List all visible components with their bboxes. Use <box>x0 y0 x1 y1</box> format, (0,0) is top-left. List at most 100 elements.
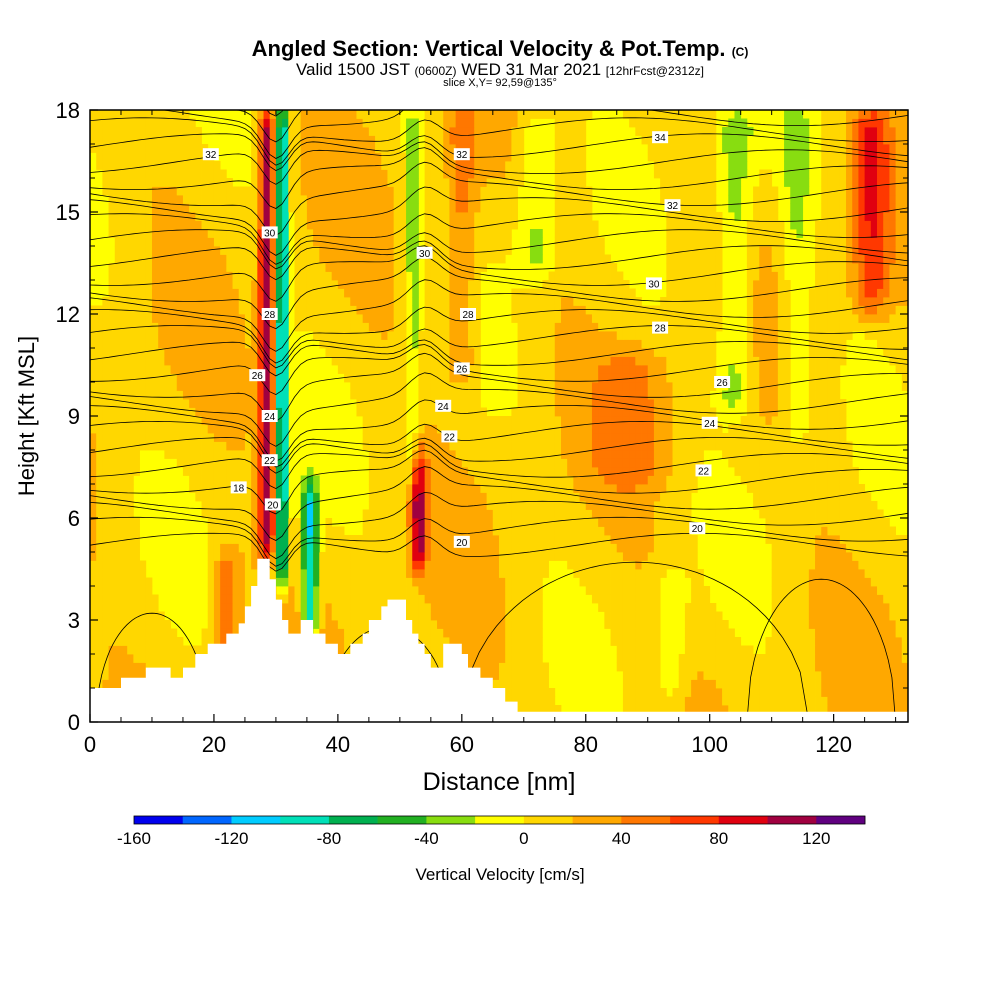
velocity-cell <box>368 407 376 417</box>
velocity-cell <box>517 671 525 680</box>
velocity-cell <box>666 552 673 561</box>
velocity-cell <box>399 552 407 561</box>
velocity-cell <box>207 569 215 578</box>
velocity-cell <box>877 679 884 689</box>
velocity-cell <box>257 509 264 519</box>
velocity-cell <box>641 399 649 408</box>
velocity-cell <box>579 475 587 485</box>
velocity-cell <box>554 492 562 502</box>
velocity-cell <box>548 705 556 714</box>
velocity-cell <box>468 458 475 468</box>
velocity-cell <box>238 577 246 587</box>
velocity-cell <box>858 526 866 536</box>
velocity-cell <box>238 501 246 510</box>
velocity-cell <box>257 535 264 544</box>
velocity-cell <box>678 390 686 400</box>
velocity-cell <box>529 322 537 332</box>
velocity-cell <box>381 577 388 587</box>
velocity-cell <box>511 611 518 621</box>
velocity-cell <box>635 654 642 663</box>
velocity-cell <box>746 382 754 391</box>
velocity-cell <box>139 399 147 408</box>
velocity-cell <box>579 560 587 570</box>
velocity-cell <box>858 671 866 680</box>
velocity-cell <box>468 322 475 332</box>
velocity-cell <box>759 705 766 714</box>
velocity-cell <box>684 433 692 442</box>
velocity-cell <box>598 543 605 553</box>
velocity-cell <box>629 679 636 689</box>
velocity-cell <box>505 458 512 468</box>
velocity-cell <box>765 492 773 502</box>
velocity-cell <box>257 356 264 366</box>
velocity-cell <box>604 620 611 629</box>
velocity-cell <box>846 705 853 714</box>
velocity-cell <box>895 535 903 544</box>
velocity-cell <box>275 577 283 587</box>
velocity-cell <box>424 424 432 434</box>
velocity-cell <box>815 688 822 697</box>
velocity-cell <box>529 628 537 638</box>
velocity-cell <box>344 594 351 604</box>
velocity-cell <box>127 543 134 553</box>
velocity-cell <box>145 407 153 417</box>
velocity-cell <box>244 509 252 519</box>
velocity-cell <box>437 382 444 391</box>
velocity-cell <box>511 441 518 451</box>
velocity-cell <box>257 458 264 468</box>
velocity-cell <box>120 611 128 621</box>
velocity-cell <box>653 331 661 340</box>
velocity-cell <box>883 662 890 672</box>
velocity-cell <box>765 399 773 408</box>
velocity-cell <box>244 526 252 536</box>
velocity-cell <box>821 484 828 493</box>
velocity-cell <box>647 509 655 519</box>
velocity-cell <box>591 322 599 332</box>
velocity-cell <box>579 518 587 527</box>
velocity-cell <box>145 348 153 357</box>
velocity-cell <box>492 543 500 553</box>
velocity-cell <box>591 382 599 391</box>
velocity-cell <box>554 356 562 366</box>
velocity-cell <box>542 705 549 714</box>
velocity-cell <box>523 560 531 570</box>
velocity-cell <box>610 586 618 595</box>
velocity-cell <box>486 594 494 604</box>
velocity-cell <box>468 577 475 587</box>
velocity-cell <box>492 441 500 451</box>
velocity-cell <box>703 671 711 680</box>
velocity-cell <box>517 679 525 689</box>
velocity-cell <box>220 594 227 604</box>
velocity-cell <box>102 382 109 391</box>
velocity-cell <box>746 339 754 349</box>
velocity-cell <box>579 509 587 519</box>
velocity-cell <box>573 509 580 519</box>
velocity-cell <box>201 365 209 374</box>
velocity-cell <box>610 348 618 357</box>
velocity-cell <box>753 433 760 442</box>
velocity-cell <box>883 526 890 536</box>
velocity-cell <box>722 688 729 697</box>
velocity-cell <box>430 645 438 655</box>
velocity-cell <box>133 416 140 425</box>
velocity-cell <box>560 492 568 502</box>
velocity-cell <box>108 637 116 646</box>
velocity-cell <box>468 543 475 553</box>
velocity-cell <box>139 671 147 680</box>
velocity-cell <box>684 382 692 391</box>
velocity-cell <box>709 348 717 357</box>
velocity-cell <box>858 509 866 519</box>
velocity-cell <box>430 628 438 638</box>
velocity-cell <box>201 509 209 519</box>
velocity-cell <box>474 603 481 612</box>
velocity-cell <box>418 467 426 476</box>
velocity-cell <box>412 552 419 561</box>
velocity-cell <box>480 535 488 544</box>
velocity-cell <box>362 560 370 570</box>
velocity-cell <box>158 637 165 646</box>
velocity-cell <box>505 688 512 697</box>
velocity-cell <box>815 679 822 689</box>
velocity-cell <box>678 407 686 417</box>
velocity-cell <box>833 450 841 459</box>
velocity-cell <box>653 441 661 451</box>
